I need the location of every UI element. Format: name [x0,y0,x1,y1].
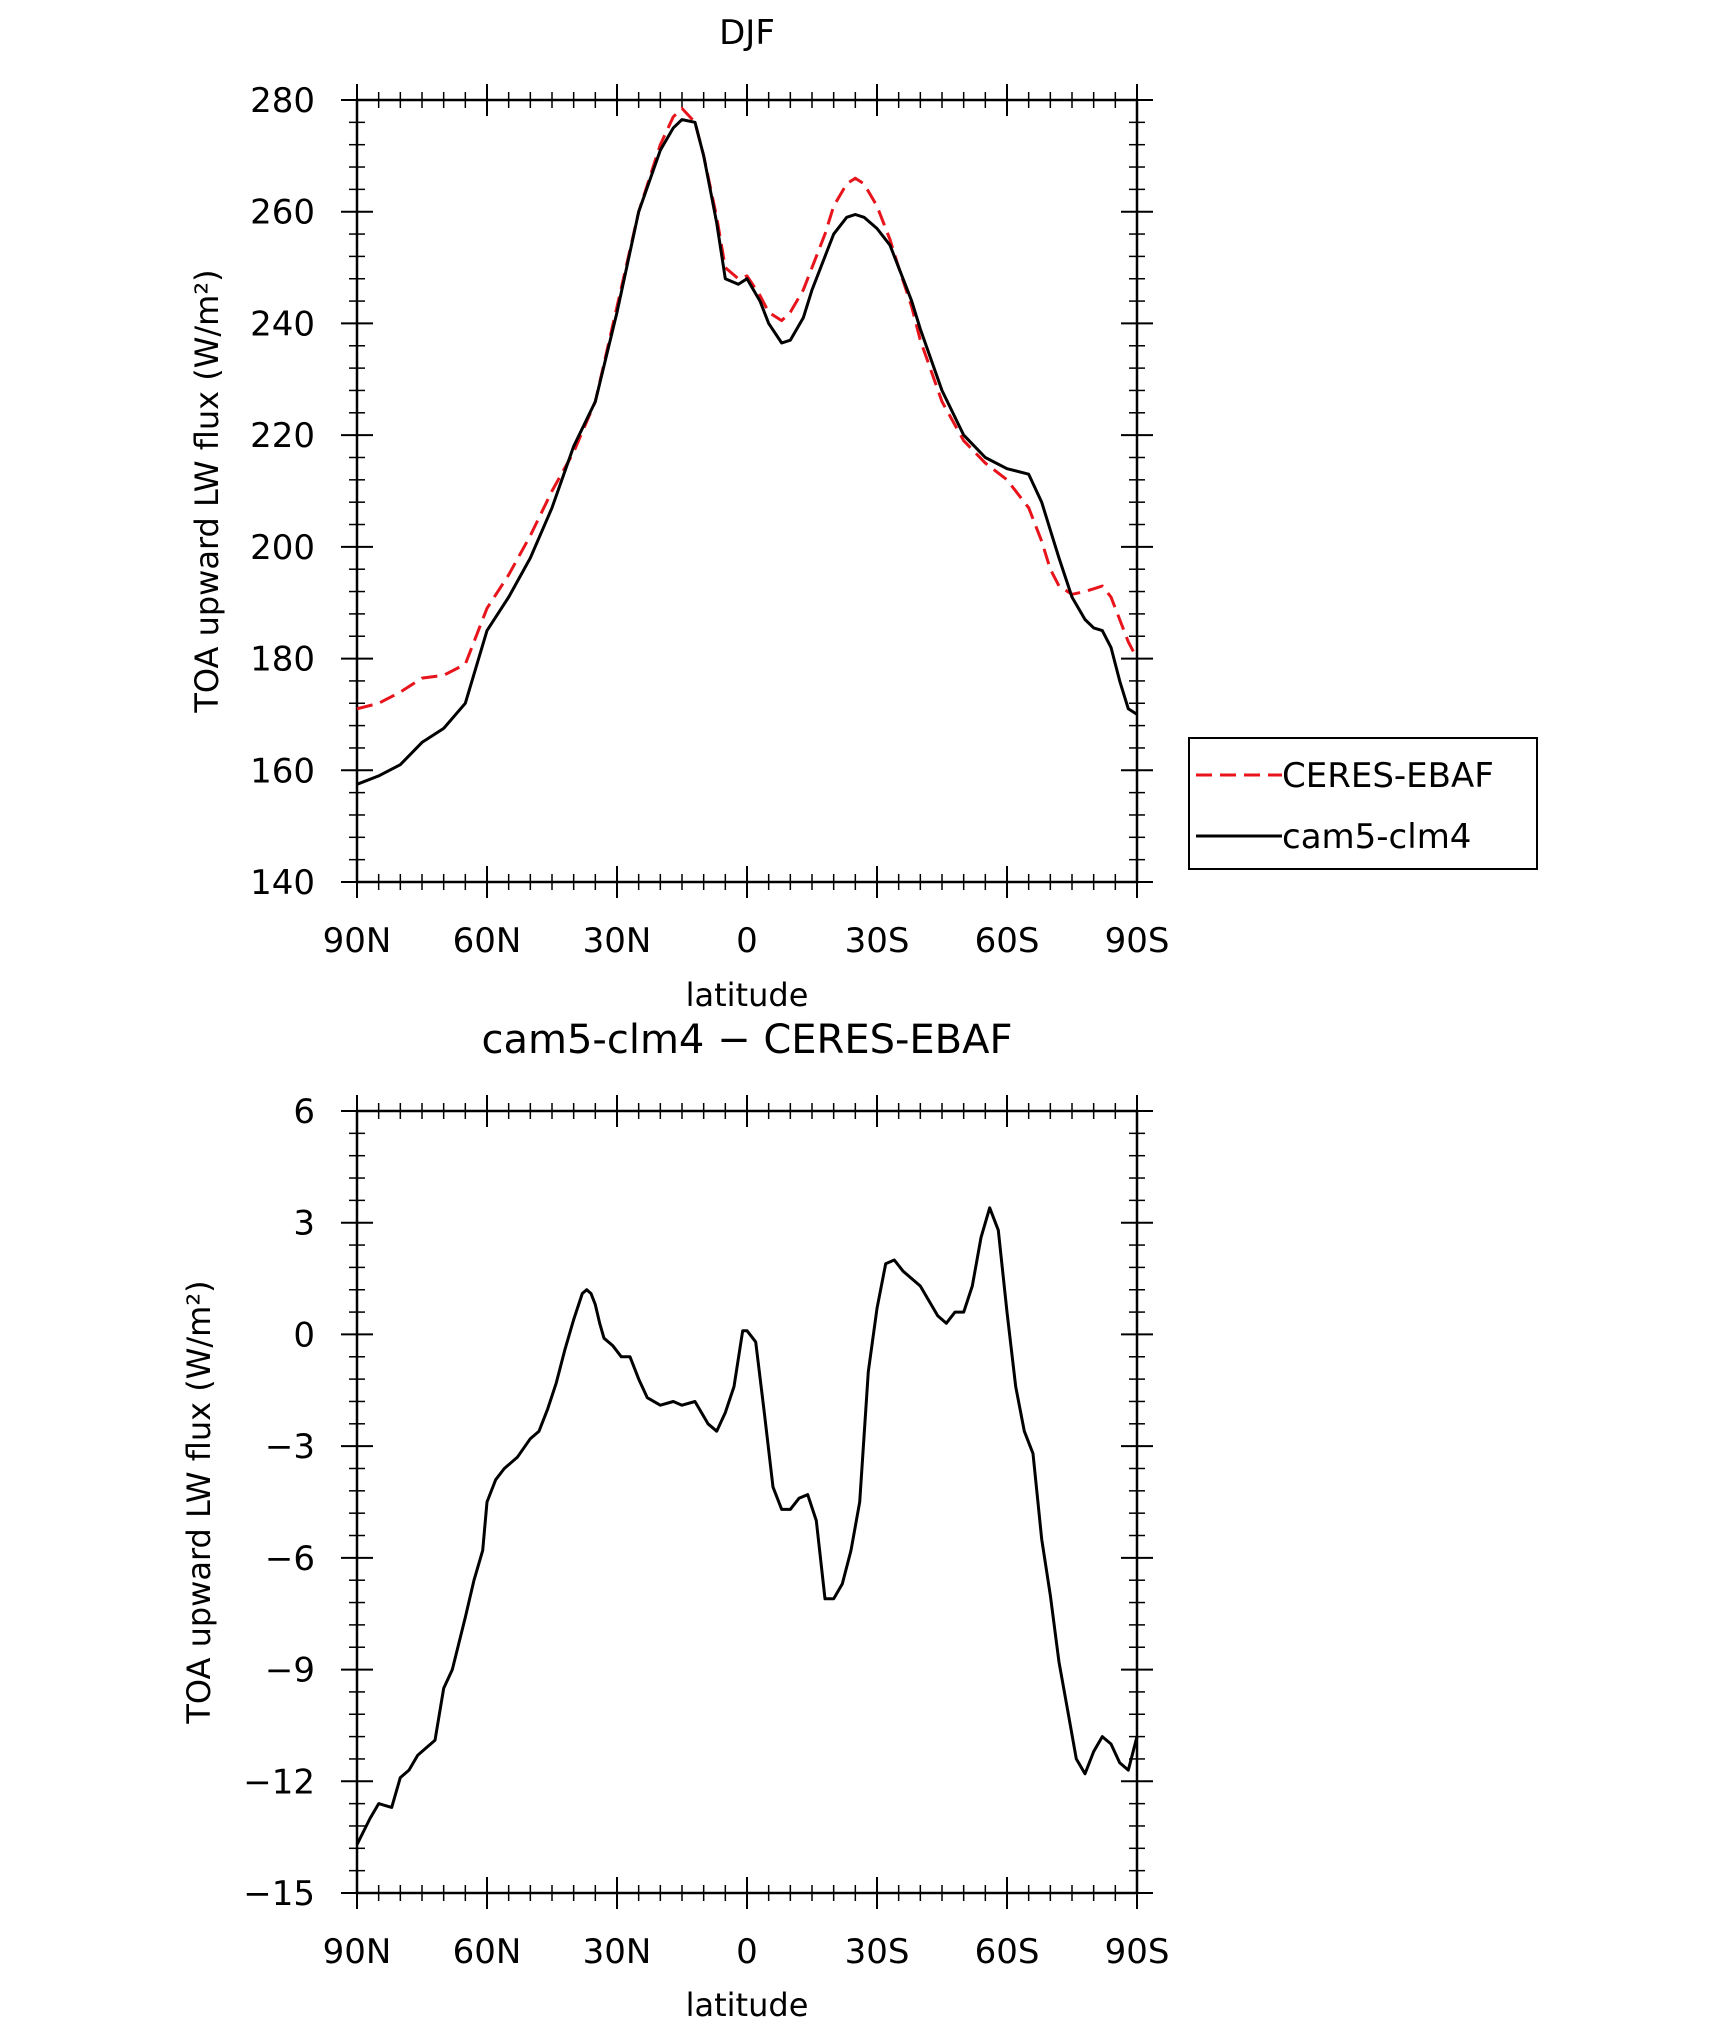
x-tick-labels: 90N 60N 30N 0 30S 60S 90S [323,1932,1170,1972]
x-tick-label: 90S [1105,921,1170,961]
x-tick-label: 90N [323,921,392,961]
x-tick-label: 60N [453,1932,522,1972]
series-line-ceres-ebaf [356,106,1139,711]
legend-label-ceres: CERES-EBAF [1282,756,1494,796]
tick-marks [341,1095,1153,1909]
y-tick-label: 200 [250,528,315,568]
y-tick-labels: 140 160 180 200 220 240 260 280 [250,81,315,903]
y-tick-label: 0 [293,1315,315,1355]
y-tick-label: 180 [250,640,315,680]
y-tick-label: −12 [243,1762,315,1802]
y-tick-label: 220 [250,416,315,456]
y-tick-label: −3 [265,1427,315,1467]
plot-frame [355,1109,1139,1895]
y-axis-label-main: TOA upward LW flux (W/m²) [180,1280,218,1724]
y-tick-label: 240 [250,304,315,344]
legend: CERES-EBAF cam5-clm4 [1188,737,1538,870]
y-tick-label: 3 [293,1204,315,1244]
series-lines [355,1206,1139,1846]
y-tick-label: 260 [250,193,315,233]
x-tick-label: 0 [736,921,758,961]
chart-title: DJF [719,13,775,53]
y-tick-label: 140 [250,863,315,903]
y-tick-labels: −15 −12 −9 −6 −3 0 3 6 [243,1092,315,1914]
x-axis-label: latitude [686,1986,809,2021]
chart-title: cam5-clm4 − CERES-EBAF [482,1017,1013,1063]
chart-difference: cam5-clm4 − CERES-EBAF −15 −12 −9 −6 −3 0 3 6 9… [180,1017,1169,2021]
y-tick-label: 160 [250,751,315,791]
x-tick-label: 0 [736,1932,758,1972]
x-tick-label: 60N [453,921,522,961]
y-tick-label: −15 [243,1874,315,1914]
x-tick-label: 30S [845,921,910,961]
x-tick-labels: 90N 60N 30N 0 30S 60S 90S [323,921,1170,961]
legend-label-cam5: cam5-clm4 [1282,817,1471,857]
plot-frame [355,98,1139,884]
y-tick-label: 280 [250,81,315,121]
tick-marks [341,84,1153,898]
x-tick-label: 60S [975,921,1040,961]
y-axis-label: TOA upward LW flux (W/m²) [188,269,226,713]
x-tick-label: 60S [975,1932,1040,1972]
y-axis-label-main: TOA upward LW flux (W/m²) [188,269,226,713]
y-tick-label: 6 [293,1092,315,1132]
y-tick-label: −9 [265,1651,315,1691]
x-tick-label: 90S [1105,1932,1170,1972]
series-lines [356,106,1139,786]
y-axis-label: TOA upward LW flux (W/m²) [180,1280,218,1724]
x-axis-label: latitude [686,976,809,1014]
x-tick-label: 30N [583,921,652,961]
x-tick-label: 30S [845,1932,910,1972]
legend-box [1188,737,1538,870]
x-tick-label: 30N [583,1932,652,1972]
y-tick-label: −6 [265,1539,315,1579]
chart-djf: DJF 140 160 180 200 220 240 260 280 90N 60N 30N 0 3… [188,13,1538,1014]
series-line-cam5-clm4 [356,118,1138,786]
series-line-difference [355,1206,1139,1846]
x-tick-label: 90N [323,1932,392,1972]
